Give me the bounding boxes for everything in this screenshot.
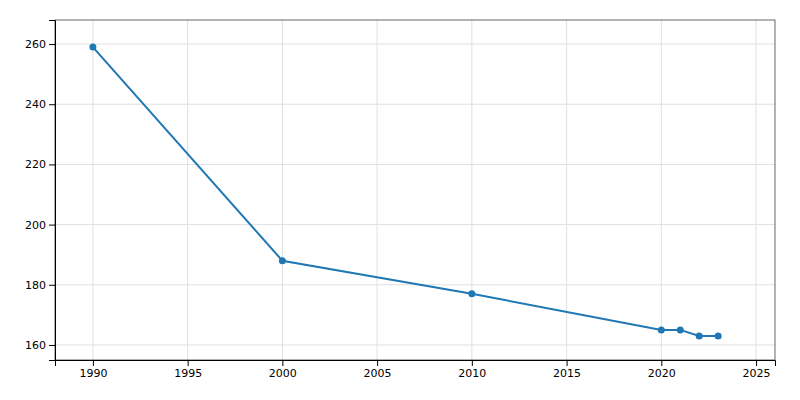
y-tick-label: 160: [25, 339, 46, 352]
x-tick: 2025: [743, 360, 771, 380]
x-axis: 1990 1995 2000 2005 2010 2015 2020 2025: [56, 360, 776, 380]
x-tick-label: 2000: [269, 367, 297, 380]
grid-line-y: [55, 344, 775, 345]
x-tick-label: 2015: [553, 367, 581, 380]
grid-line-y: [55, 104, 775, 105]
x-tick: 1995: [174, 360, 202, 380]
x-tick-label: 1995: [174, 367, 202, 380]
point: [279, 257, 286, 264]
x-tick-mark: [472, 360, 473, 366]
plot-frame: [55, 20, 775, 360]
y-tick-mark: [49, 285, 55, 286]
point: [696, 332, 703, 339]
x-tick-mark: [756, 360, 757, 366]
y-tick: 200: [25, 219, 55, 232]
x-axis-line: [56, 361, 776, 367]
x-tick-mark: [188, 360, 189, 366]
grid-line-y: [55, 164, 775, 165]
x-tick: 2000: [269, 360, 297, 380]
x-tick: 2010: [458, 360, 486, 380]
y-tick-mark: [49, 44, 55, 45]
point: [89, 44, 96, 51]
y-axis-line: [49, 21, 56, 361]
grid-line-x: [282, 20, 283, 360]
grid-line-x: [471, 20, 472, 360]
x-tick: 2020: [648, 360, 676, 380]
x-tick: 2015: [553, 360, 581, 380]
x-tick: 1990: [79, 360, 107, 380]
y-tick-label: 260: [25, 38, 46, 51]
x-tick: 2005: [364, 360, 392, 380]
point: [677, 326, 684, 333]
y-tick-mark: [49, 104, 55, 105]
point: [468, 290, 475, 297]
y-tick: 260: [25, 38, 55, 51]
y-tick-label: 240: [25, 98, 46, 111]
grid-line-x: [661, 20, 662, 360]
x-tick-label: 1990: [79, 367, 107, 380]
y-tick-mark: [49, 225, 55, 226]
grid-line-x: [566, 20, 567, 360]
x-tick-mark: [282, 360, 283, 366]
grid-line-x: [187, 20, 188, 360]
x-tick-mark: [93, 360, 94, 366]
y-tick-label: 220: [25, 158, 46, 171]
grid-line-x: [756, 20, 757, 360]
grid-line-y: [55, 224, 775, 225]
point: [658, 326, 665, 333]
x-tick-mark: [661, 360, 662, 366]
x-tick-label: 2010: [458, 367, 486, 380]
x-tick-label: 2005: [364, 367, 392, 380]
y-tick-mark: [49, 345, 55, 346]
y-tick: 160: [25, 339, 55, 352]
y-tick-label: 200: [25, 219, 46, 232]
y-tick: 180: [25, 279, 55, 292]
x-tick-label: 2020: [648, 367, 676, 380]
grid-line-x: [377, 20, 378, 360]
line: [93, 47, 718, 336]
y-tick: 220: [25, 158, 55, 171]
y-tick: 240: [25, 98, 55, 111]
grid-line-y: [55, 44, 775, 45]
y-tick-label: 180: [25, 279, 46, 292]
grid-line-x: [92, 20, 93, 360]
y-tick-mark: [49, 164, 55, 165]
grid: [55, 20, 775, 360]
x-tick-mark: [567, 360, 568, 366]
marks: [89, 44, 721, 340]
x-tick-label: 2025: [743, 367, 771, 380]
plot-area: 1990 1995 2000 2005 2010 2015 2020 2025 160 180 20…: [25, 20, 776, 380]
chart-svg: 1990 1995 2000 2005 2010 2015 2020 2025 160 180 20…: [0, 0, 800, 400]
y-axis: 160 180 200 220 240 260: [25, 21, 56, 361]
chart-container: 1990 1995 2000 2005 2010 2015 2020 2025 160 180 20…: [0, 0, 800, 400]
point: [715, 332, 722, 339]
x-tick-mark: [377, 360, 378, 366]
